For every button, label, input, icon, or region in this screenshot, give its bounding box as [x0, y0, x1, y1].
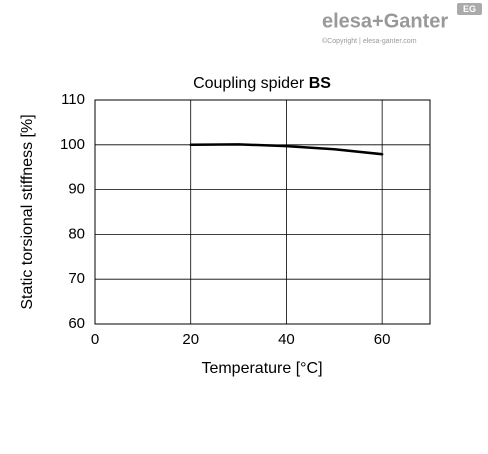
x-tick-label: 0 — [91, 331, 99, 348]
logo-copyright: ©Copyright | elesa-ganter.com — [322, 37, 417, 45]
x-tick-label: 40 — [278, 331, 295, 348]
y-tick-label: 60 — [68, 315, 85, 332]
x-tick-label: 20 — [182, 331, 199, 348]
y-tick-label: 80 — [68, 225, 85, 242]
x-axis-label: Temperature [°C] — [201, 360, 322, 377]
title-text: Coupling spider — [193, 75, 305, 92]
y-tick-label: 100 — [60, 136, 85, 153]
logo-brand: elesa+Ganter — [322, 10, 448, 32]
y-tick-label: 70 — [68, 270, 85, 287]
data-line — [189, 143, 384, 156]
chart-title: Coupling spider BS — [193, 75, 331, 92]
logo-badge: EG — [463, 4, 476, 14]
y-tick-label: 90 — [68, 181, 85, 198]
y-axis-label: Static torsional stiffness [%] — [19, 114, 36, 309]
plot-frame — [94, 99, 431, 325]
x-tick-label: 60 — [374, 331, 391, 348]
logo-badge-box — [457, 3, 482, 15]
y-tick-label: 110 — [61, 91, 85, 108]
title-emphasis: BS — [309, 75, 332, 92]
